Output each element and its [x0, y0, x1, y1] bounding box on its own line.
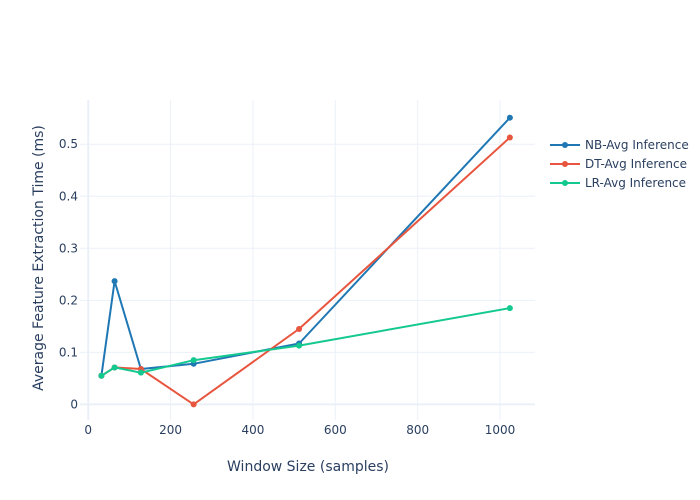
- data-point: [98, 372, 105, 379]
- legend-item[interactable]: LR-Avg Inference: [550, 176, 686, 190]
- series-lr-avg-inference: [98, 305, 513, 379]
- grid-lines: [80, 100, 535, 420]
- series-line: [100, 307, 511, 377]
- legend-swatch-marker: [562, 180, 568, 186]
- y-tick-label: 0: [70, 397, 78, 411]
- y-tick-label: 0.3: [59, 241, 78, 255]
- x-axis-title: Window Size (samples): [227, 459, 389, 475]
- legend-item[interactable]: NB-Avg Inference: [550, 138, 689, 152]
- data-point: [190, 357, 197, 364]
- x-tick-labels: 0 200 400 600 800 1000: [84, 423, 515, 437]
- series-nb-avg-inference: [98, 114, 513, 379]
- legend-label: NB-Avg Inference: [585, 138, 689, 152]
- series-line: [100, 136, 511, 406]
- y-tick-label: 0.1: [59, 345, 78, 359]
- data-point: [190, 401, 197, 408]
- data-point: [111, 278, 118, 285]
- y-tick-label: 0.4: [59, 189, 78, 203]
- data-point: [137, 369, 144, 376]
- y-tick-labels: 0 0.1 0.2 0.3 0.4 0.5: [59, 137, 78, 411]
- data-point: [506, 305, 513, 312]
- y-axis-title: Average Feature Extraction Time (ms): [31, 125, 47, 391]
- x-tick-label: 1000: [485, 423, 516, 437]
- x-tick-label: 400: [241, 423, 264, 437]
- zero-line: [80, 100, 535, 420]
- data-point: [506, 134, 513, 141]
- data-point: [296, 342, 303, 349]
- data-point: [111, 364, 118, 371]
- series-line: [100, 117, 511, 376]
- y-tick-label: 0.5: [59, 137, 78, 151]
- legend-item[interactable]: DT-Avg Inference: [550, 157, 687, 171]
- legend-label: DT-Avg Inference: [585, 157, 687, 171]
- data-point: [296, 325, 303, 332]
- legend: NB-Avg Inference DT-Avg Inference LR-Avg I…: [550, 138, 689, 190]
- legend-label: LR-Avg Inference: [585, 176, 686, 190]
- x-tick-label: 200: [159, 423, 182, 437]
- legend-swatch-marker: [562, 142, 568, 148]
- x-tick-label: 800: [406, 423, 429, 437]
- data-point: [506, 114, 513, 121]
- x-tick-label: 600: [324, 423, 347, 437]
- y-tick-label: 0.2: [59, 293, 78, 307]
- x-tick-label: 0: [84, 423, 92, 437]
- legend-swatch-marker: [562, 161, 568, 167]
- series-group: [98, 114, 513, 408]
